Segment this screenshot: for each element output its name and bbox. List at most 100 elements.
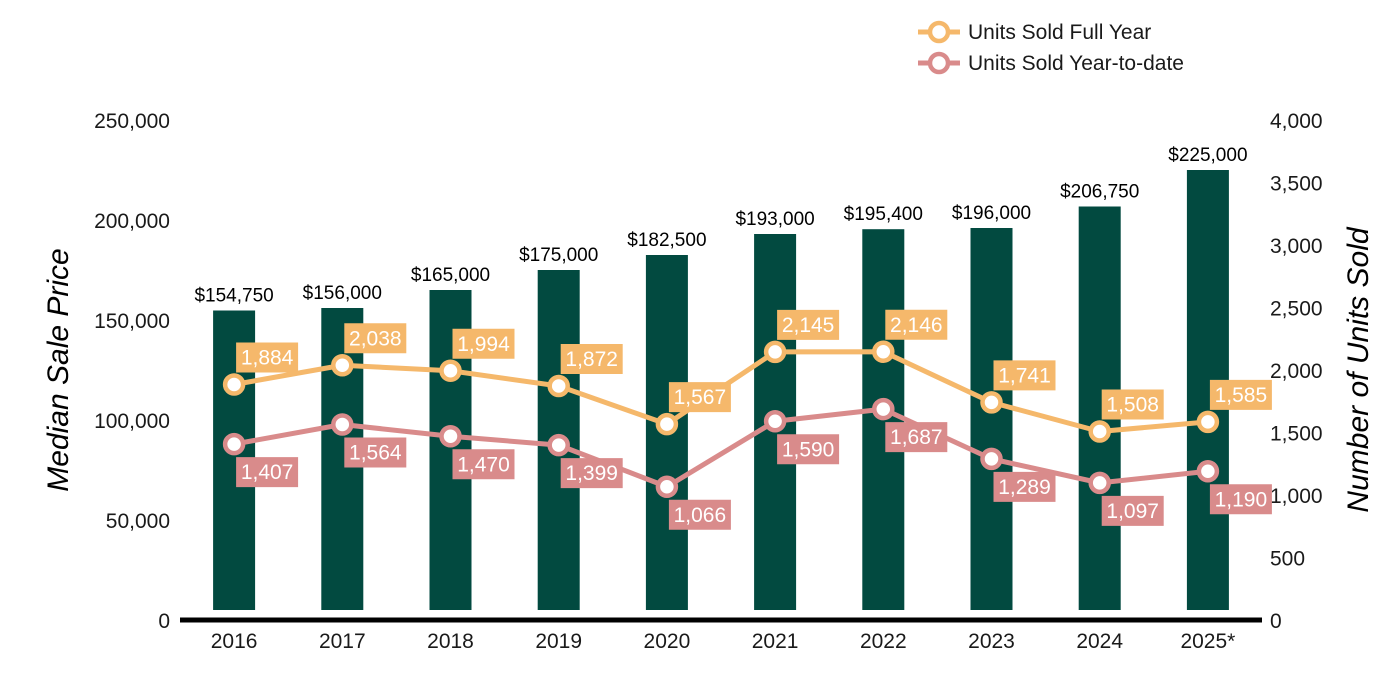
series-point bbox=[222, 432, 246, 456]
point-label: 1,564 bbox=[349, 442, 402, 465]
bar-value-label: $154,750 bbox=[194, 286, 273, 307]
y2-tick-label: 2,000 bbox=[1270, 360, 1323, 383]
series-point bbox=[439, 359, 462, 382]
point-label-box bbox=[452, 449, 515, 480]
y2-tick-label: 1,500 bbox=[1270, 423, 1323, 446]
series-point bbox=[763, 340, 787, 364]
point-label: 2,146 bbox=[890, 314, 943, 337]
point-label: 1,590 bbox=[782, 438, 835, 461]
y2-tick-label: 0 bbox=[1270, 610, 1282, 633]
point-label-box bbox=[668, 499, 731, 530]
point-label-box bbox=[993, 471, 1056, 502]
x-tick-label: 2025* bbox=[1180, 630, 1235, 653]
point-label-box bbox=[885, 422, 948, 453]
x-tick-label: 2020 bbox=[644, 630, 691, 653]
point-label: 2,145 bbox=[782, 314, 835, 337]
point-label: 1,066 bbox=[674, 504, 727, 527]
point-label-box bbox=[344, 437, 407, 468]
x-tick-label: 2024 bbox=[1076, 630, 1123, 653]
bar-value-label: $156,000 bbox=[303, 283, 382, 304]
series-point bbox=[439, 425, 462, 448]
point-label-box bbox=[885, 309, 948, 340]
point-label-box bbox=[236, 457, 299, 488]
series-point bbox=[872, 397, 895, 421]
y-tick-label: 250,000 bbox=[94, 110, 170, 133]
y-tick-label: 50,000 bbox=[106, 510, 170, 533]
point-label: 1,407 bbox=[241, 461, 294, 484]
point-label: 1,289 bbox=[998, 476, 1051, 499]
point-label-box bbox=[452, 328, 515, 359]
series-point bbox=[547, 433, 570, 457]
series-point bbox=[331, 413, 354, 436]
series-point bbox=[980, 447, 1003, 471]
bar-value-label: $175,000 bbox=[519, 245, 598, 266]
y-tick-label: 100,000 bbox=[94, 410, 170, 433]
y2-tick-label: 3,500 bbox=[1270, 173, 1323, 196]
series-point bbox=[1196, 460, 1220, 483]
point-label: 1,567 bbox=[674, 386, 727, 409]
point-label-box bbox=[777, 434, 840, 465]
point-label-box bbox=[993, 360, 1056, 391]
point-label: 1,884 bbox=[241, 347, 294, 370]
x-tick-label: 2022 bbox=[860, 630, 907, 653]
series-point bbox=[763, 410, 787, 433]
legend-label: Units Sold Year-to-date bbox=[968, 52, 1184, 75]
series-point bbox=[872, 340, 895, 363]
y-tick-label: 200,000 bbox=[94, 210, 170, 233]
legend-label: Units Sold Full Year bbox=[968, 21, 1151, 44]
point-label-box bbox=[344, 323, 407, 354]
point-label: 1,470 bbox=[457, 453, 510, 476]
series-point bbox=[655, 412, 679, 436]
series-point bbox=[1088, 471, 1111, 495]
series-point bbox=[547, 374, 570, 398]
x-tick-label: 2018 bbox=[427, 630, 474, 653]
point-label-box bbox=[1209, 379, 1272, 410]
y-tick-label: 0 bbox=[158, 610, 170, 633]
point-label-box bbox=[560, 458, 623, 489]
bar-value-label: $195,400 bbox=[844, 204, 923, 225]
point-label-box bbox=[1101, 495, 1164, 526]
y2-tick-label: 3,000 bbox=[1270, 235, 1323, 258]
point-label-box bbox=[236, 342, 299, 373]
point-label-box bbox=[1101, 389, 1164, 420]
bar-value-label: $165,000 bbox=[411, 265, 490, 286]
bar bbox=[970, 228, 1013, 610]
bar-value-label: $182,500 bbox=[627, 230, 706, 251]
point-label-box bbox=[1209, 484, 1272, 515]
series-point bbox=[1088, 420, 1111, 443]
bar-value-label: $225,000 bbox=[1168, 145, 1247, 166]
point-label: 1,741 bbox=[998, 364, 1051, 387]
point-label-box bbox=[560, 344, 623, 374]
y2-tick-label: 1,000 bbox=[1270, 485, 1323, 508]
point-label: 2,038 bbox=[349, 327, 402, 350]
x-tick-label: 2021 bbox=[752, 630, 799, 653]
x-tick-label: 2019 bbox=[535, 630, 582, 653]
bar-value-label: $193,000 bbox=[735, 209, 814, 230]
point-label: 1,097 bbox=[1106, 500, 1159, 523]
y2-tick-label: 500 bbox=[1270, 548, 1305, 571]
series-point bbox=[1196, 410, 1220, 434]
series-point bbox=[980, 391, 1003, 414]
bar-value-label: $196,000 bbox=[952, 203, 1031, 224]
point-label: 1,994 bbox=[457, 333, 510, 356]
bar-value-label: $206,750 bbox=[1060, 182, 1139, 203]
y2-axis-title: Number of Units Sold bbox=[1342, 226, 1375, 512]
series-point bbox=[331, 354, 354, 377]
y-axis-title: Median Sale Price bbox=[42, 248, 75, 491]
point-label: 1,508 bbox=[1106, 394, 1159, 417]
legend-marker bbox=[927, 20, 951, 44]
point-label: 1,190 bbox=[1215, 488, 1268, 511]
series-point bbox=[655, 475, 679, 498]
x-tick-label: 2017 bbox=[319, 630, 366, 653]
x-tick-label: 2023 bbox=[968, 630, 1015, 653]
point-label-box bbox=[777, 309, 840, 340]
series-point bbox=[222, 373, 246, 396]
point-label: 1,399 bbox=[565, 462, 618, 485]
x-tick-label: 2016 bbox=[211, 630, 258, 653]
point-label: 1,687 bbox=[890, 426, 943, 449]
series-line bbox=[233, 406, 1209, 490]
point-label: 1,872 bbox=[565, 348, 618, 371]
y2-tick-label: 4,000 bbox=[1270, 110, 1323, 133]
